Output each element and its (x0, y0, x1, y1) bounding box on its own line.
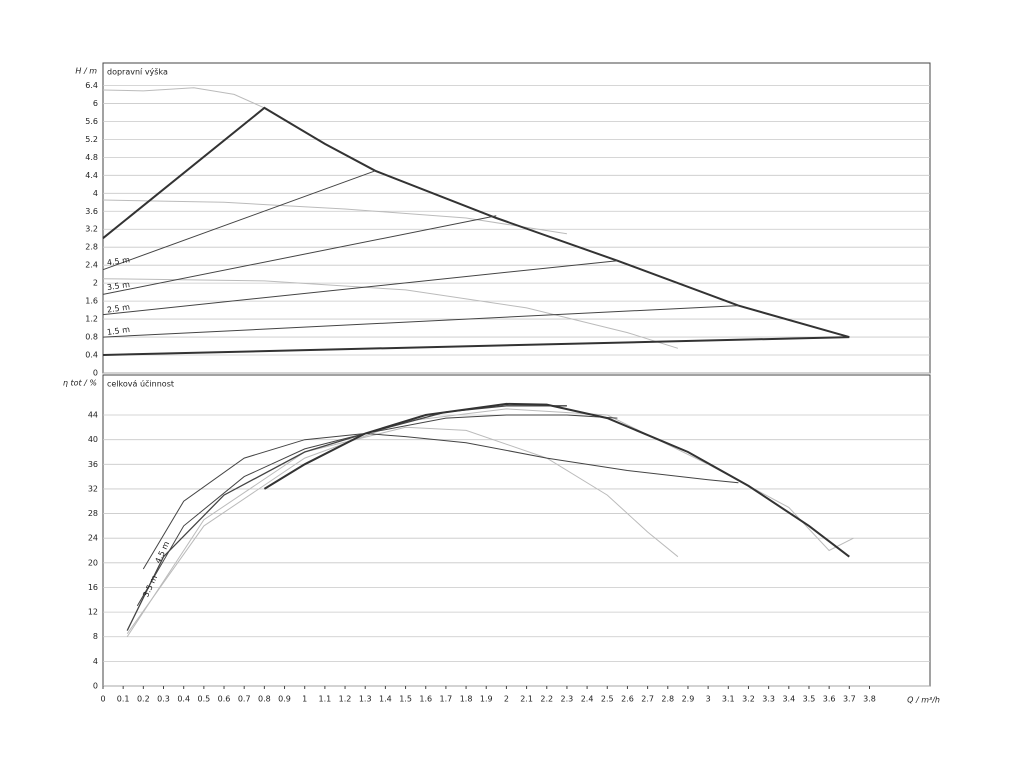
x-tick-label: 1.7 (440, 695, 453, 704)
y-tick-label: 0.8 (85, 333, 98, 342)
bottom-title: celková účinnost (107, 379, 174, 389)
x-tick-label: 1.6 (419, 695, 432, 704)
x-tick-label: 3.8 (863, 695, 876, 704)
x-tick-label: 0.1 (117, 695, 130, 704)
y-tick-label: 32 (88, 484, 98, 493)
x-tick-label: 2.4 (581, 695, 594, 704)
curve (102, 106, 850, 339)
bottom-frame (102, 374, 931, 687)
y-tick-label: 12 (88, 608, 98, 617)
x-tick-label: 1.3 (359, 695, 372, 704)
x-tick-label: 1.9 (480, 695, 493, 704)
curve (126, 405, 567, 631)
x-tick-label: 2 (504, 695, 509, 704)
y-tick-label: 4 (93, 657, 98, 666)
y-tick-label: 4 (93, 189, 98, 198)
y-tick-label: 3.2 (85, 225, 98, 234)
y-tick-label: 40 (88, 435, 98, 444)
x-tick-label: 0.7 (238, 695, 251, 704)
y-tick-label: 8 (93, 632, 98, 641)
x-tick-label: 1.1 (319, 695, 332, 704)
x-tick-label: 0.8 (258, 695, 271, 704)
y-tick-label: 16 (88, 583, 98, 592)
y-tick-label: 4.4 (85, 171, 98, 180)
x-tick-label: 2.6 (621, 695, 634, 704)
x-tick-label: 0.9 (278, 695, 291, 704)
y-tick-label: 5.6 (85, 117, 98, 126)
x-tick-label: 3.6 (823, 695, 836, 704)
y-tick-label: 20 (88, 558, 98, 567)
x-tick-label: 0.4 (177, 695, 190, 704)
top-frame (102, 62, 931, 374)
x-tick-label: 3 (706, 695, 711, 704)
x-tick-label: 2.7 (641, 695, 654, 704)
x-tick-label: 3.4 (782, 695, 795, 704)
x-tick-label: 0.6 (218, 695, 231, 704)
x-tick-label: 3.2 (742, 695, 755, 704)
y-tick-label: 44 (88, 411, 98, 420)
x-tick-label: 1.2 (339, 695, 352, 704)
x-tick-label: 3.3 (762, 695, 775, 704)
y-tick-label: 0 (93, 682, 98, 691)
x-tick-label: 1.8 (460, 695, 473, 704)
curve-label: 4.5 m (106, 255, 130, 267)
x-tick-label: 0.3 (157, 695, 170, 704)
bottom-y-label: η tot / % (63, 379, 97, 388)
y-tick-label: 36 (88, 460, 98, 469)
y-tick-label: 5.2 (85, 135, 98, 144)
curve (263, 402, 850, 558)
x-tick-label: 2.5 (601, 695, 614, 704)
x-label: Q / m³/h (907, 696, 940, 705)
x-tick-label: 1.4 (379, 695, 392, 704)
x-tick-label: 2.8 (661, 695, 674, 704)
x-tick-label: 3.5 (803, 695, 816, 704)
y-tick-label: 24 (88, 534, 98, 543)
curve-label: 3.5 m (106, 280, 130, 292)
x-tick-label: 2.9 (682, 695, 695, 704)
curve (102, 260, 618, 316)
x-tick-label: 0.2 (137, 695, 150, 704)
curve (102, 305, 739, 338)
y-tick-label: 2.4 (85, 261, 98, 270)
x-tick-label: 1.5 (399, 695, 412, 704)
curve (102, 170, 376, 271)
x-tick-label: 3.7 (843, 695, 856, 704)
curve (102, 215, 497, 295)
x-tick-label: 2.3 (561, 695, 574, 704)
x-tick-label: 3.1 (722, 695, 735, 704)
curve-label: 3.5 m (141, 574, 159, 599)
y-tick-label: 0 (93, 369, 98, 378)
y-tick-label: 1.6 (85, 297, 98, 306)
x-tick-label: 2.2 (540, 695, 553, 704)
curve (102, 87, 265, 109)
y-tick-label: 28 (88, 509, 98, 518)
curve-label: 1.5 m (106, 325, 130, 337)
y-tick-label: 6 (93, 99, 98, 108)
top-y-label: H / m (75, 67, 97, 76)
y-tick-label: 6.4 (85, 81, 98, 90)
x-tick-label: 0 (100, 695, 105, 704)
y-tick-label: 0.4 (85, 351, 98, 360)
curve (102, 336, 850, 356)
x-tick-label: 1 (302, 695, 307, 704)
x-tick-label: 0.5 (197, 695, 210, 704)
curve (102, 278, 679, 349)
curve (102, 199, 567, 235)
y-tick-label: 2.8 (85, 243, 98, 252)
x-tick-label: 2.1 (520, 695, 533, 704)
curve (126, 426, 679, 637)
curve-label: 2.5 m (106, 302, 130, 314)
y-tick-label: 4.8 (85, 153, 98, 162)
y-tick-label: 3.6 (85, 207, 98, 216)
y-tick-label: 2 (93, 279, 98, 288)
curve (142, 432, 739, 570)
y-tick-label: 1.2 (85, 315, 98, 324)
top-title: dopravní výška (107, 67, 168, 77)
curve (126, 408, 854, 634)
